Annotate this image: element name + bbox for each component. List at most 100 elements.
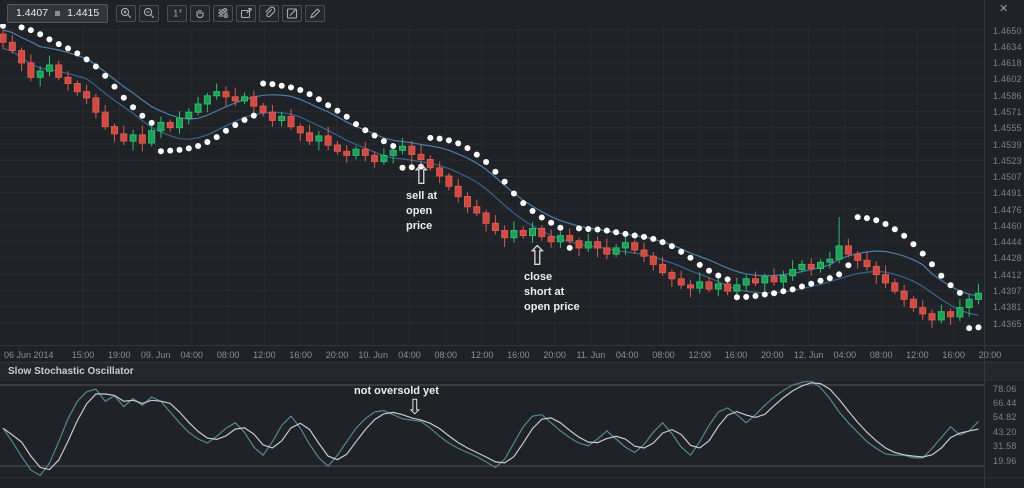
time-label: 08:00	[216, 350, 240, 360]
candle	[111, 126, 118, 135]
annotation-sell: ⇧ sell at open price	[406, 162, 454, 234]
candle	[250, 96, 258, 107]
price-label: 1.4365	[993, 318, 1022, 329]
candle	[45, 64, 53, 72]
candle	[631, 242, 639, 251]
candle	[714, 283, 722, 290]
candle	[296, 126, 304, 134]
candle	[519, 230, 527, 237]
candle	[380, 154, 388, 163]
price-label: 1.4571	[993, 106, 1022, 117]
price-label: 1.4444	[993, 237, 1022, 248]
candle	[306, 132, 314, 142]
stoch-scale-label: 78.06	[993, 383, 1017, 394]
candle	[937, 311, 945, 321]
stochastic-panel-header: Slow Stochastic Oscillator	[0, 362, 1024, 381]
candle	[789, 269, 797, 277]
price-label: 1.4618	[993, 58, 1022, 69]
pan-button[interactable]	[190, 4, 211, 22]
attach-button[interactable]	[259, 4, 280, 22]
candle	[538, 227, 546, 238]
candle	[965, 298, 973, 308]
candle	[584, 241, 592, 249]
candle	[844, 245, 852, 255]
candle	[835, 245, 843, 260]
candle	[668, 272, 676, 280]
candle	[138, 134, 146, 144]
candle	[770, 276, 778, 283]
candle	[389, 149, 397, 156]
candle	[352, 148, 360, 156]
candle	[83, 91, 91, 99]
pencil-icon	[310, 8, 321, 19]
price-label: 1.4650	[993, 25, 1022, 36]
candle	[259, 105, 267, 113]
notes-button[interactable]	[282, 4, 303, 22]
candle	[315, 135, 323, 142]
time-label: 20:00	[325, 350, 349, 360]
sliders-icon	[218, 8, 229, 18]
candle	[649, 255, 657, 265]
candle	[501, 230, 509, 239]
zoom-in-button[interactable]	[116, 4, 137, 22]
price-label: 1.4412	[993, 269, 1022, 280]
price-axis[interactable]: 1.4650 1.4634 1.4618 1.4602 1.4586 1.4571 1.45…	[984, 0, 1024, 488]
close-icon[interactable]: ✕	[999, 3, 1009, 15]
price-label: 1.4586	[993, 90, 1022, 101]
arrow-up-icon: ⇧	[410, 160, 433, 190]
candle	[733, 284, 741, 292]
price-label: 1.4491	[993, 188, 1022, 199]
paperclip-icon	[265, 6, 276, 18]
candle	[436, 167, 444, 177]
time-label: 08:00	[434, 350, 458, 360]
time-label: 16:00	[942, 350, 965, 360]
time-label: 11. Jun	[576, 350, 606, 360]
candle	[0, 33, 7, 43]
spread-separator-icon	[55, 10, 61, 16]
candle	[621, 242, 629, 249]
candle	[371, 154, 379, 163]
settings-button[interactable]	[213, 4, 234, 22]
candle	[120, 133, 128, 142]
time-label: 15:00	[71, 350, 95, 360]
candle	[919, 307, 927, 315]
candle	[36, 70, 44, 78]
time-label: 08:00	[869, 350, 893, 360]
stochastic-lines-layer	[2, 380, 979, 477]
arrow-down-icon: ⇩	[406, 396, 424, 419]
gridlines	[0, 25, 984, 344]
time-label: 20:00	[543, 350, 566, 360]
candle	[491, 222, 499, 232]
bid-ask-quote-box[interactable]: 1.4407 1.4415	[7, 3, 109, 23]
stoch-scale-label: 31.58	[993, 441, 1017, 452]
stoch-k-line	[2, 380, 979, 477]
candle	[408, 145, 416, 155]
candle	[166, 122, 174, 129]
time-label: 20:00	[761, 350, 784, 360]
candle	[231, 96, 239, 102]
candle	[909, 298, 917, 308]
stoch-d-line	[2, 382, 979, 471]
candle	[185, 111, 193, 119]
draw-button[interactable]	[305, 4, 326, 22]
sar-dots-layer	[0, 24, 982, 332]
time-label: 20:00	[978, 350, 1002, 360]
export-button[interactable]	[236, 4, 257, 22]
zoom-out-button[interactable]	[139, 4, 160, 22]
stoch-scale-label: 54.82	[993, 412, 1017, 423]
annotation-not-oversold-text: not oversold yet	[354, 385, 439, 397]
main-chart-layer	[0, 24, 982, 332]
candle	[677, 278, 685, 286]
time-axis[interactable]: 06 Jun 2014 15:00 19:00 09. Jun 04:00 08:00 1…	[0, 345, 1024, 363]
candle	[473, 206, 481, 214]
candle	[148, 130, 156, 144]
price-label: 1.4428	[993, 253, 1022, 264]
candle	[974, 292, 982, 300]
annotation-close-short-text: close short at open price	[524, 271, 580, 313]
price-label: 1.4523	[993, 155, 1022, 166]
